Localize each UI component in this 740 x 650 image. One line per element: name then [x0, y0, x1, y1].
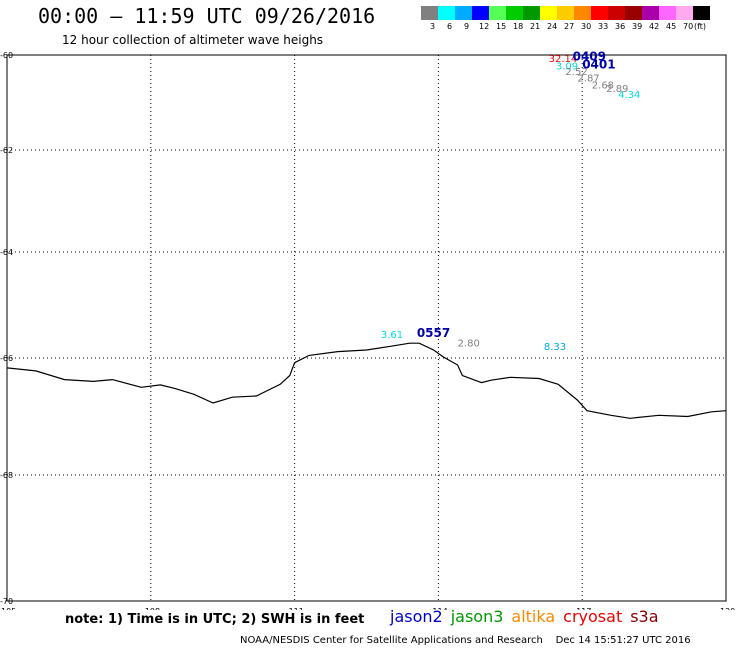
legend-label: 21	[530, 22, 541, 31]
legend-swatch	[676, 6, 693, 20]
legend-label: 39	[632, 22, 643, 31]
legend-swatch	[574, 6, 591, 20]
y-tick-label: -64	[0, 248, 13, 257]
satellite-cryosat: cryosat	[563, 607, 623, 626]
satellite-s3a: s3a	[630, 607, 659, 626]
legend-label: 3	[430, 22, 436, 31]
legend-swatch	[642, 6, 659, 20]
x-tick-label: 111	[289, 607, 304, 610]
x-tick-label: 114	[432, 607, 447, 610]
wave-height-label: 2.80	[458, 338, 480, 349]
coastline	[6, 342, 727, 419]
legend-labels: 3 6 9 12 15 18 21 24 27 30 33 36 39 42 45 70 (ft)	[421, 22, 740, 36]
map-plot: 105 108 111 114 117 120 -60 -62 -64 -66 -68 -70 32.…	[0, 50, 735, 610]
y-tick-label: -70	[0, 597, 13, 606]
legend-swatch	[472, 6, 489, 20]
legend-unit: (ft)	[694, 22, 707, 31]
graticule	[6, 54, 727, 602]
wave-height-label: 2.68	[592, 80, 614, 91]
legend-swatch	[540, 6, 557, 20]
legend-swatch	[421, 6, 438, 20]
wave-height-label: 0557	[417, 326, 450, 340]
y-tick-label: -66	[0, 354, 13, 363]
wave-height-legend: 3 6 9 12 15 18 21 24 27 30 33 36 39 42 45 70 (ft)	[421, 6, 710, 31]
legend-label: 18	[513, 22, 524, 31]
wave-height-label: 2.89	[606, 84, 628, 95]
legend-swatch	[591, 6, 608, 20]
x-tick-label: 105	[1, 607, 16, 610]
map-frame	[6, 54, 727, 602]
legend-label: 70	[683, 22, 694, 31]
legend-label: 42	[649, 22, 660, 31]
x-tick-label: 120	[720, 607, 735, 610]
credit-text: NOAA/NESDIS Center for Satellite Applica…	[240, 635, 543, 646]
legend-label: 15	[496, 22, 507, 31]
y-tick-label: -60	[0, 51, 13, 60]
legend-label: 33	[598, 22, 609, 31]
footer-note: note: 1) Time is in UTC; 2) SWH is in fe…	[65, 612, 365, 627]
legend-swatch	[506, 6, 523, 20]
wave-height-label: 2.52	[565, 67, 587, 78]
legend-label: 6	[447, 22, 453, 31]
generated-timestamp: Dec 14 15:51:27 UTC 2016	[555, 635, 691, 646]
legend-swatch	[557, 6, 574, 20]
page-title: 00:00 – 11:59 UTC 09/26/2016	[38, 4, 376, 28]
x-tick-label: 117	[576, 607, 591, 610]
x-tick-label: 108	[145, 607, 160, 610]
legend-swatch	[625, 6, 642, 20]
wave-height-label: 2.87	[577, 74, 599, 85]
legend-label: 24	[547, 22, 558, 31]
legend-label: 27	[564, 22, 575, 31]
legend-label: 12	[479, 22, 490, 31]
wave-height-label: 0409	[573, 50, 606, 64]
y-tick-label: -68	[0, 471, 13, 480]
wave-height-label: 3.61	[381, 330, 403, 341]
wave-height-label: 3.09	[556, 61, 578, 72]
axis-ticks: 105 108 111 114 117 120 -60 -62 -64 -66 -68 -70	[0, 51, 735, 610]
wave-height-label: 0401	[582, 57, 615, 71]
legend-swatches	[421, 6, 710, 20]
satellite-legend: jason2 jason3 altika cryosat s3a	[390, 607, 667, 626]
page-subtitle: 12 hour collection of altimeter wave hei…	[62, 33, 324, 47]
wave-height-label: 32.14	[549, 54, 578, 65]
legend-label: 30	[581, 22, 592, 31]
legend-swatch	[693, 6, 710, 20]
satellite-altika: altika	[511, 607, 556, 626]
legend-swatch	[659, 6, 676, 20]
legend-swatch	[523, 6, 540, 20]
y-tick-label: -62	[0, 146, 13, 155]
wave-height-label: 8.33	[544, 342, 566, 353]
legend-swatch	[438, 6, 455, 20]
legend-label: 36	[615, 22, 626, 31]
credit-line: NOAA/NESDIS Center for Satellite Applica…	[240, 635, 691, 646]
legend-swatch	[455, 6, 472, 20]
legend-label: 45	[666, 22, 677, 31]
legend-label: 9	[464, 22, 470, 31]
legend-swatch	[608, 6, 625, 20]
legend-swatch	[489, 6, 506, 20]
wave-height-label: 4.34	[618, 90, 640, 101]
satellite-jason3: jason3	[450, 607, 504, 626]
satellite-jason2: jason2	[390, 607, 443, 626]
